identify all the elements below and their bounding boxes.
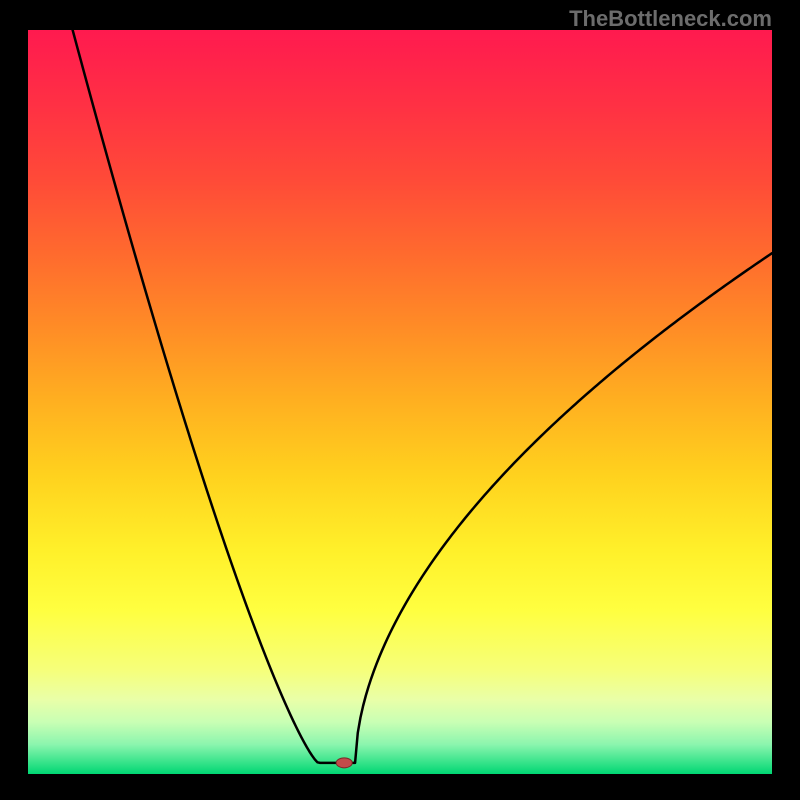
bottleneck-chart xyxy=(0,0,800,800)
watermark-text: TheBottleneck.com xyxy=(569,6,772,32)
chart-stage: TheBottleneck.com xyxy=(0,0,800,800)
